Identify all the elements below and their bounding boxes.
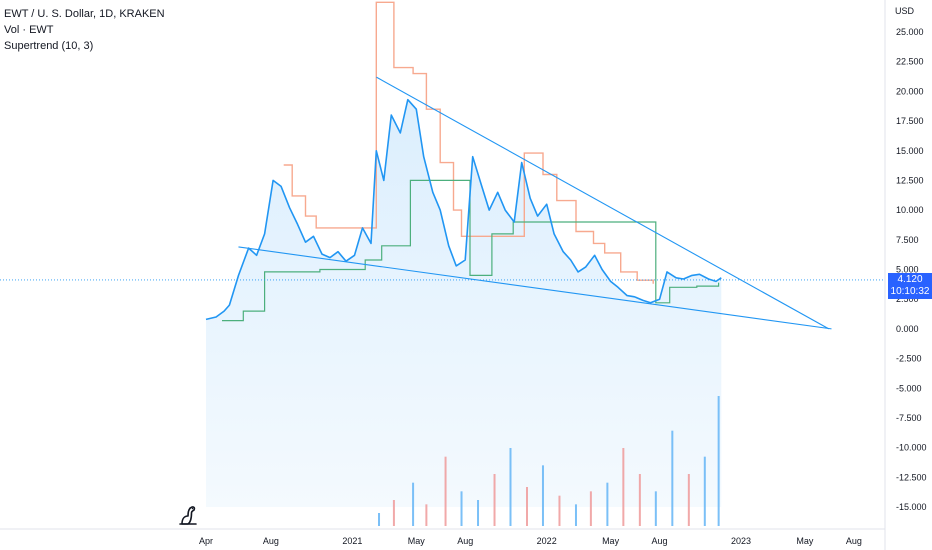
volume-bar: [703, 456, 706, 526]
supertrend-lower-band: [222, 179, 720, 322]
y-tick-label: -2.500: [896, 354, 922, 364]
y-tick-label: 20.000: [896, 86, 924, 96]
volume-bar: [687, 474, 690, 526]
y-tick-label: 25.000: [896, 27, 924, 37]
y-tick-label: 2.500: [896, 294, 919, 304]
supertrend-upper-band: [283, 1, 654, 284]
y-tick-label: 7.500: [896, 235, 919, 245]
trendline[interactable]: [238, 246, 832, 330]
volume-bar: [509, 448, 512, 526]
y-tick-label: -7.500: [896, 413, 922, 423]
volume-bar: [654, 491, 657, 526]
x-tick-label: 2023: [731, 536, 751, 546]
y-tick-label: -12.500: [896, 472, 927, 482]
legend-title[interactable]: EWT / U. S. Dollar, 1D, KRAKEN: [4, 8, 165, 20]
x-tick-label: May: [796, 536, 814, 546]
y-tick-label: -5.000: [896, 383, 922, 393]
volume-bar: [558, 495, 561, 526]
volume-bar: [460, 491, 463, 526]
y-tick-label: 10.000: [896, 205, 924, 215]
price-line: [205, 98, 722, 321]
last-price-value: 4.120: [897, 273, 923, 285]
x-tick-label: May: [408, 536, 426, 546]
x-tick-label: Aug: [846, 536, 862, 546]
x-tick-label: Apr: [199, 536, 213, 546]
volume-bar: [378, 513, 381, 526]
last-price-label: 4.120 10:10:32: [888, 272, 932, 299]
volume-bar: [574, 504, 577, 526]
chart-legend: EWT / U. S. Dollar, 1D, KRAKEN Vol · EWT…: [4, 6, 165, 54]
y-tick-label: 22.500: [896, 57, 924, 67]
y-tick-label: 5.000: [896, 265, 919, 275]
legend-indicator[interactable]: Supertrend (10, 3): [4, 40, 94, 52]
y-tick-label: -15.000: [896, 502, 927, 512]
volume-bar: [638, 474, 641, 526]
volume-bar: [541, 465, 544, 526]
x-tick-label: Aug: [263, 536, 279, 546]
volume-bar: [526, 487, 528, 526]
volume-bar: [444, 456, 447, 526]
x-tick-label: Aug: [457, 536, 473, 546]
y-tick-label: 12.500: [896, 175, 924, 185]
y-tick-label: 0.000: [896, 324, 919, 334]
y-tick-label: 15.000: [896, 146, 924, 156]
volume-bar: [606, 482, 609, 526]
volume-bar: [392, 500, 395, 526]
price-area-fill: [206, 99, 722, 507]
volume-bar: [412, 482, 415, 526]
x-tick-label: Aug: [652, 536, 668, 546]
axis-currency: USD: [895, 6, 915, 16]
x-tick-label: May: [602, 536, 620, 546]
trendline[interactable]: [376, 76, 830, 330]
legend-volume[interactable]: Vol · EWT: [4, 24, 54, 36]
tradingview-logo-icon[interactable]: [178, 504, 198, 526]
x-tick-label: 2022: [537, 536, 557, 546]
volume-bar: [477, 500, 480, 526]
countdown-timer: 10:10:32: [890, 285, 930, 297]
volume-bar: [717, 396, 720, 526]
y-tick-label: 17.500: [896, 116, 924, 126]
volume-bar: [493, 474, 496, 526]
volume-bar: [589, 491, 592, 526]
volume-bar: [622, 448, 625, 526]
volume-bar: [425, 504, 428, 526]
y-tick-label: -10.000: [896, 443, 927, 453]
x-tick-label: 2021: [342, 536, 362, 546]
volume-bar: [671, 430, 674, 526]
